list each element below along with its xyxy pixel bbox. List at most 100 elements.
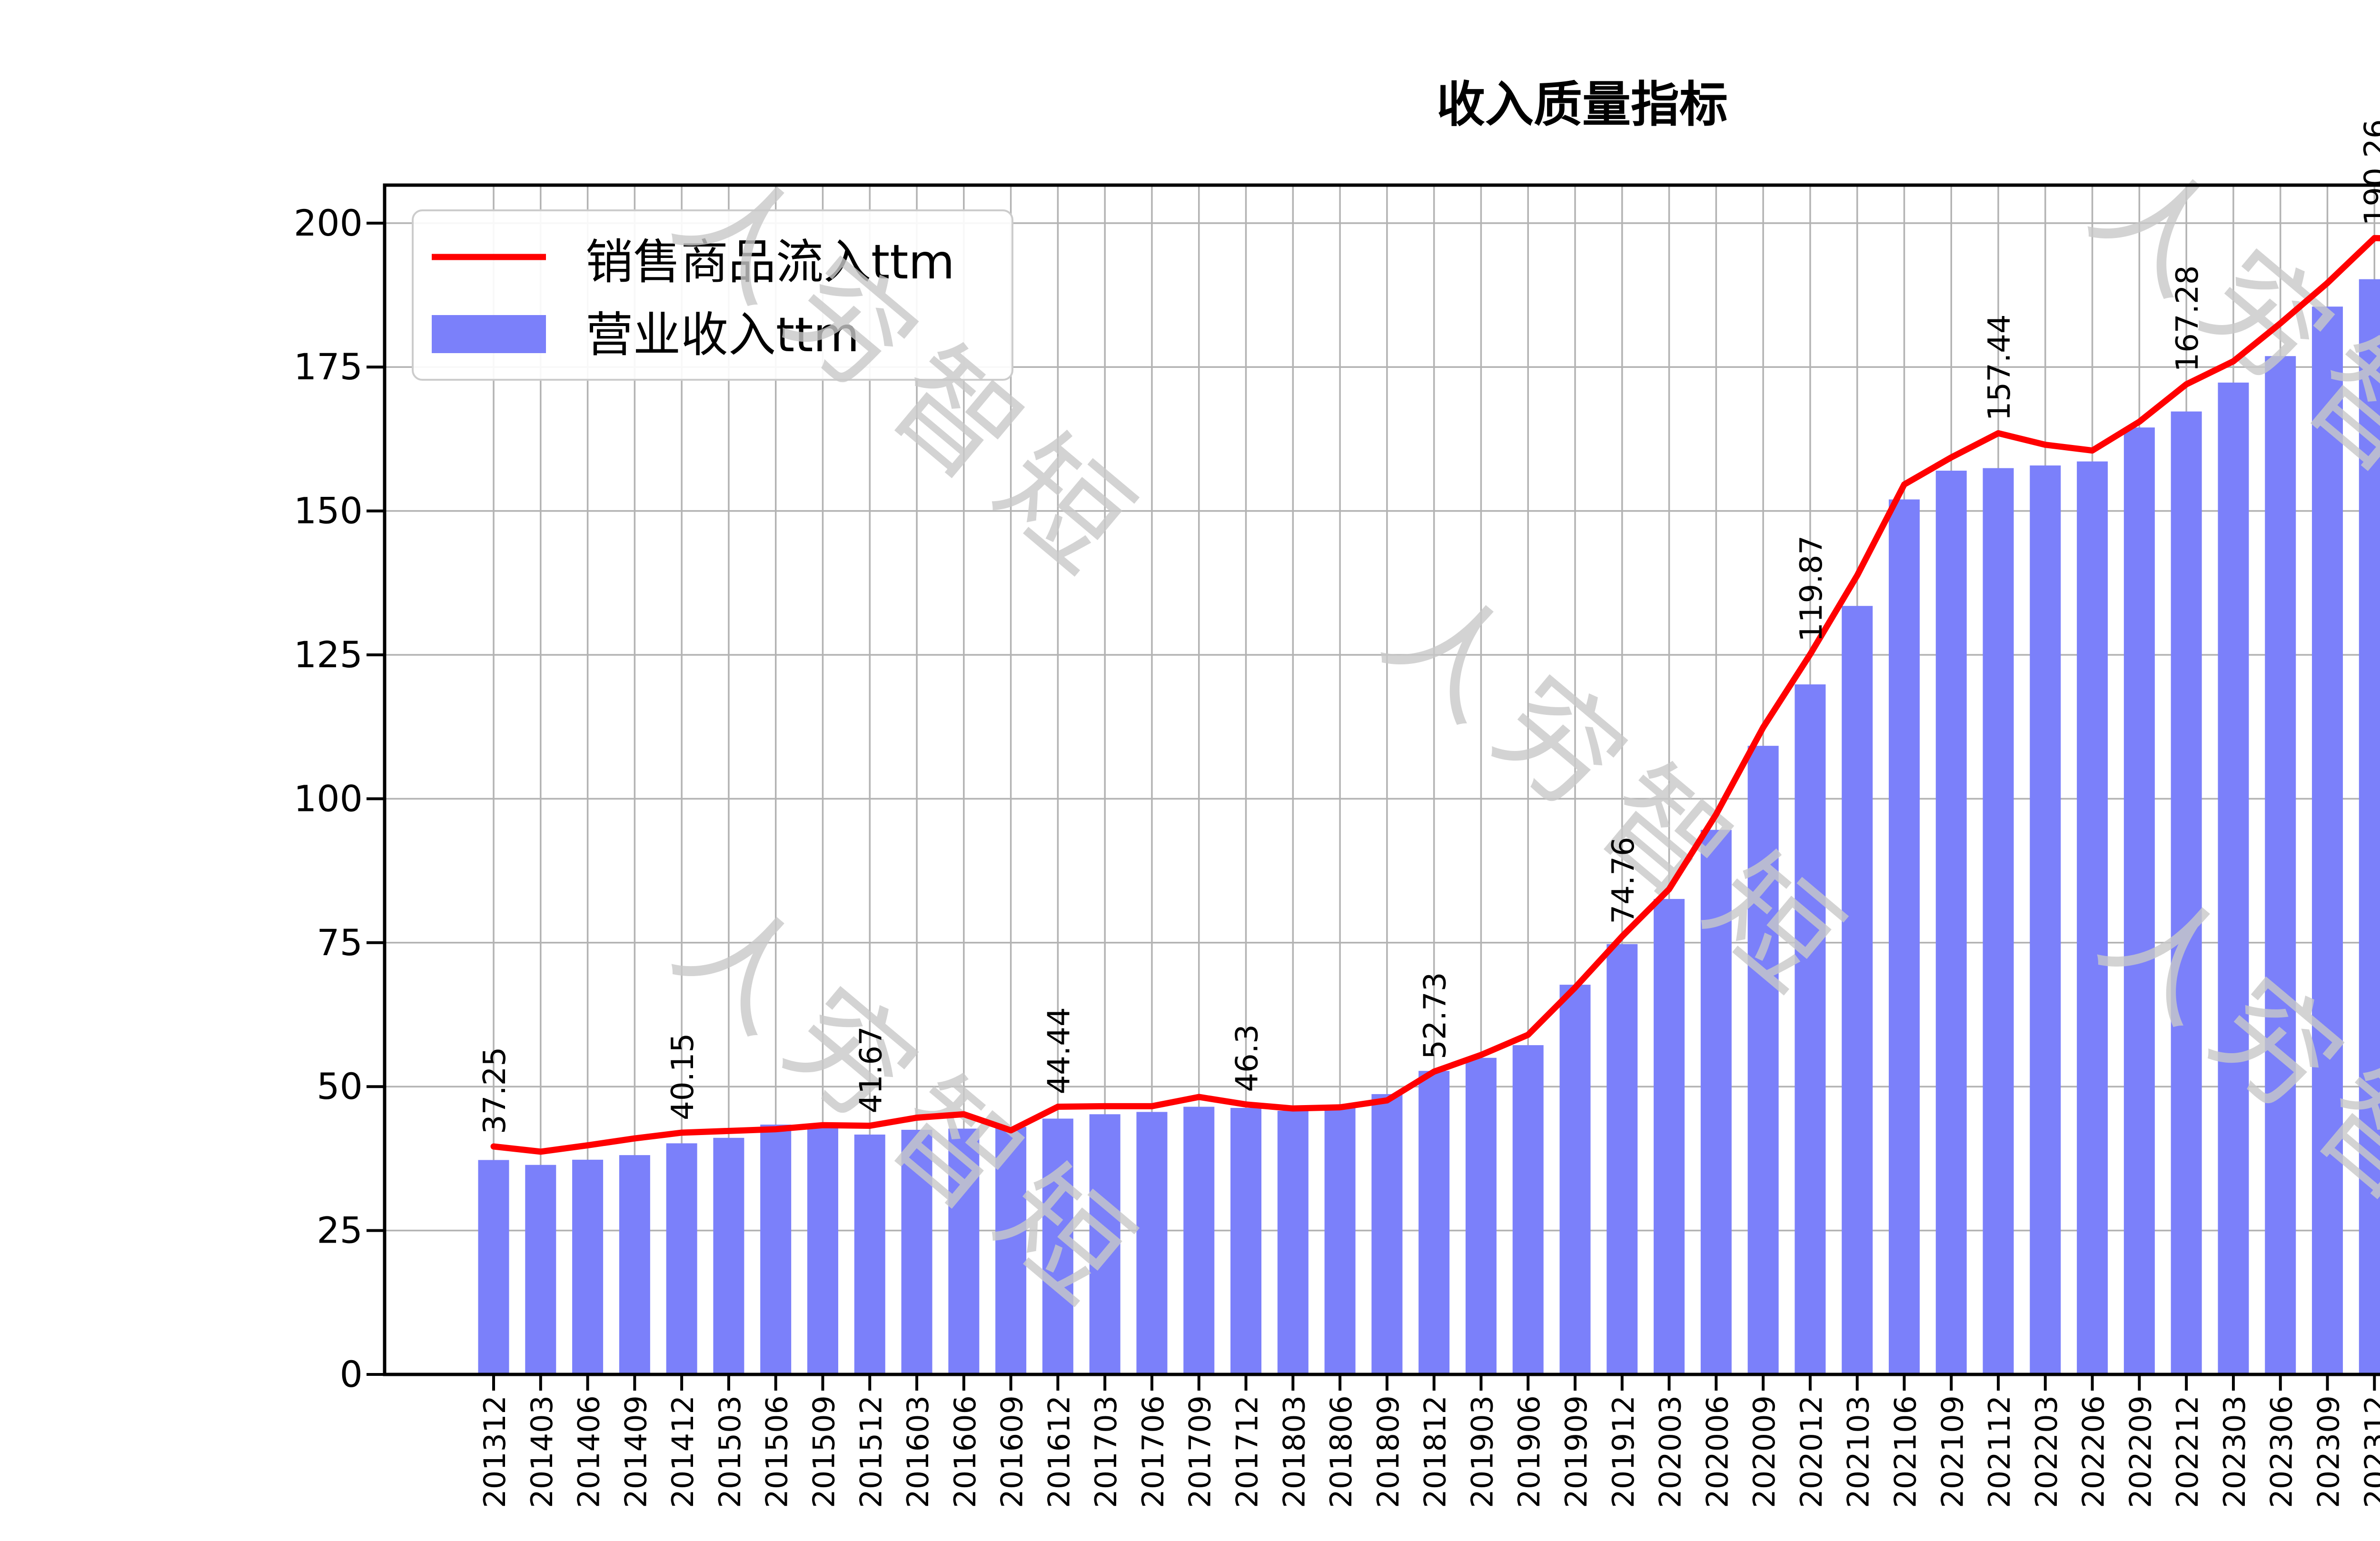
annotation-label: 190.26 (2358, 119, 2380, 226)
bar (1183, 1106, 1215, 1374)
x-tick-label: 201509 (806, 1395, 841, 1508)
x-tick-label: 201812 (1418, 1395, 1453, 1508)
annotation-label: 157.44 (1982, 314, 2017, 421)
y-tick-label: 100 (294, 777, 363, 820)
x-tick-label: 202306 (2264, 1395, 2299, 1508)
bar (1700, 830, 1732, 1374)
bar (1983, 468, 2014, 1374)
x-tick-label: 202303 (2217, 1395, 2252, 1508)
x-tick-label: 202103 (1841, 1395, 1876, 1508)
bar (2171, 411, 2202, 1374)
bar (2359, 279, 2380, 1374)
legend-bar-swatch (432, 315, 546, 353)
bar (1654, 899, 1685, 1374)
annotation-label: 41.67 (853, 1026, 889, 1113)
x-tick-label: 201712 (1230, 1395, 1265, 1508)
x-tick-label: 201909 (1559, 1395, 1594, 1508)
y-tick-label: 50 (317, 1065, 363, 1107)
x-tick-label: 202003 (1653, 1395, 1688, 1508)
y-tick-label: 75 (317, 921, 363, 964)
annotation-label: 40.15 (665, 1033, 701, 1120)
x-tick-label: 201912 (1606, 1395, 1641, 1508)
bar (1935, 470, 1967, 1374)
annotation-label: 52.73 (1418, 972, 1453, 1059)
bar (1465, 1057, 1497, 1374)
annotation-label: 119.87 (1794, 535, 1829, 642)
bar (1089, 1114, 1121, 1374)
x-tick-label: 201406 (572, 1395, 606, 1508)
chart-title: 收入质量指标 (1437, 77, 1728, 133)
annotation-label: 37.25 (477, 1047, 513, 1134)
y-tick-label: 25 (317, 1209, 363, 1252)
x-tick-label: 202209 (2123, 1395, 2158, 1508)
annotation-label: 74.76 (1606, 837, 1641, 924)
x-tick-label: 202009 (1747, 1395, 1782, 1508)
y-tick-label: 175 (294, 346, 363, 388)
bar-series-revenue (478, 279, 2380, 1375)
x-tick-label: 202006 (1700, 1395, 1735, 1508)
value-annotations: 37.25 40.15 41.67 44.44 46.3 52.73 74.76 119.87… (477, 119, 2380, 1134)
x-tick-label: 201409 (618, 1395, 653, 1508)
x-tick-label: 202112 (1982, 1395, 2017, 1508)
x-tick-label: 201603 (901, 1395, 935, 1508)
x-tick-label: 201606 (948, 1395, 982, 1508)
bar (619, 1155, 650, 1374)
bar (1371, 1094, 1403, 1374)
bar (2030, 465, 2061, 1374)
x-tick-label: 201506 (760, 1395, 794, 1508)
x-tick-label: 201609 (995, 1395, 1030, 1508)
cash-inflow-line (490, 235, 2380, 1155)
legend-label-bar: 营业收入ttm (585, 307, 860, 363)
bar (572, 1159, 604, 1374)
y-tick-label: 150 (294, 490, 363, 532)
x-tick-label: 201709 (1183, 1395, 1218, 1508)
bar (1277, 1111, 1309, 1374)
bar (2312, 306, 2343, 1374)
line-series-cash-inflow (490, 235, 2380, 1155)
bar (1559, 985, 1591, 1374)
bar (2265, 356, 2296, 1375)
x-tick-label: 201906 (1512, 1395, 1547, 1508)
bar (1324, 1106, 1356, 1374)
bar (2077, 461, 2108, 1374)
x-tick-label: 201612 (1041, 1395, 1076, 1508)
x-tick-label: 201412 (665, 1395, 700, 1508)
plot-frame (383, 183, 2380, 1376)
bar (1042, 1118, 1073, 1374)
annotation-label: 44.44 (1041, 1007, 1077, 1094)
bar (854, 1134, 885, 1374)
bar (1512, 1045, 1544, 1374)
bar (760, 1125, 792, 1374)
bar (1888, 499, 1920, 1374)
annotation-label: 167.28 (2170, 266, 2205, 372)
bar (995, 1126, 1027, 1374)
bar (666, 1143, 697, 1374)
x-tick-label: 201703 (1089, 1395, 1123, 1508)
y-tick-label: 125 (294, 633, 363, 676)
bar (948, 1128, 980, 1374)
x-tick-label: 201809 (1371, 1395, 1406, 1508)
bar (901, 1129, 932, 1374)
bar (1230, 1107, 1262, 1374)
annotation-label: 46.3 (1230, 1024, 1265, 1092)
bar (1747, 746, 1779, 1374)
x-tick-label: 202106 (1888, 1395, 1923, 1508)
legend: 销售商品流入ttm 营业收入ttm (412, 209, 1013, 381)
x-tick-label: 202212 (2170, 1395, 2205, 1508)
bar (1136, 1112, 1168, 1374)
x-tick-label: 201512 (853, 1395, 888, 1508)
bar (1795, 684, 1826, 1374)
x-tick-label: 202012 (1794, 1395, 1829, 1508)
bar (525, 1165, 556, 1374)
x-tick-label: 201803 (1277, 1395, 1311, 1508)
x-tick-label: 201903 (1465, 1395, 1499, 1508)
x-tick-label: 202203 (2029, 1395, 2064, 1508)
x-tick-label: 201312 (477, 1395, 512, 1508)
bar (1842, 606, 1873, 1374)
x-tick-label: 202309 (2311, 1395, 2346, 1508)
legend-label-line: 销售商品流入ttm (585, 234, 955, 290)
x-tick-label: 202206 (2076, 1395, 2111, 1508)
axes: 0 25 50 75 100 125 150 175 200 201312 201403 201406… (294, 183, 2380, 1508)
bar (807, 1126, 838, 1374)
